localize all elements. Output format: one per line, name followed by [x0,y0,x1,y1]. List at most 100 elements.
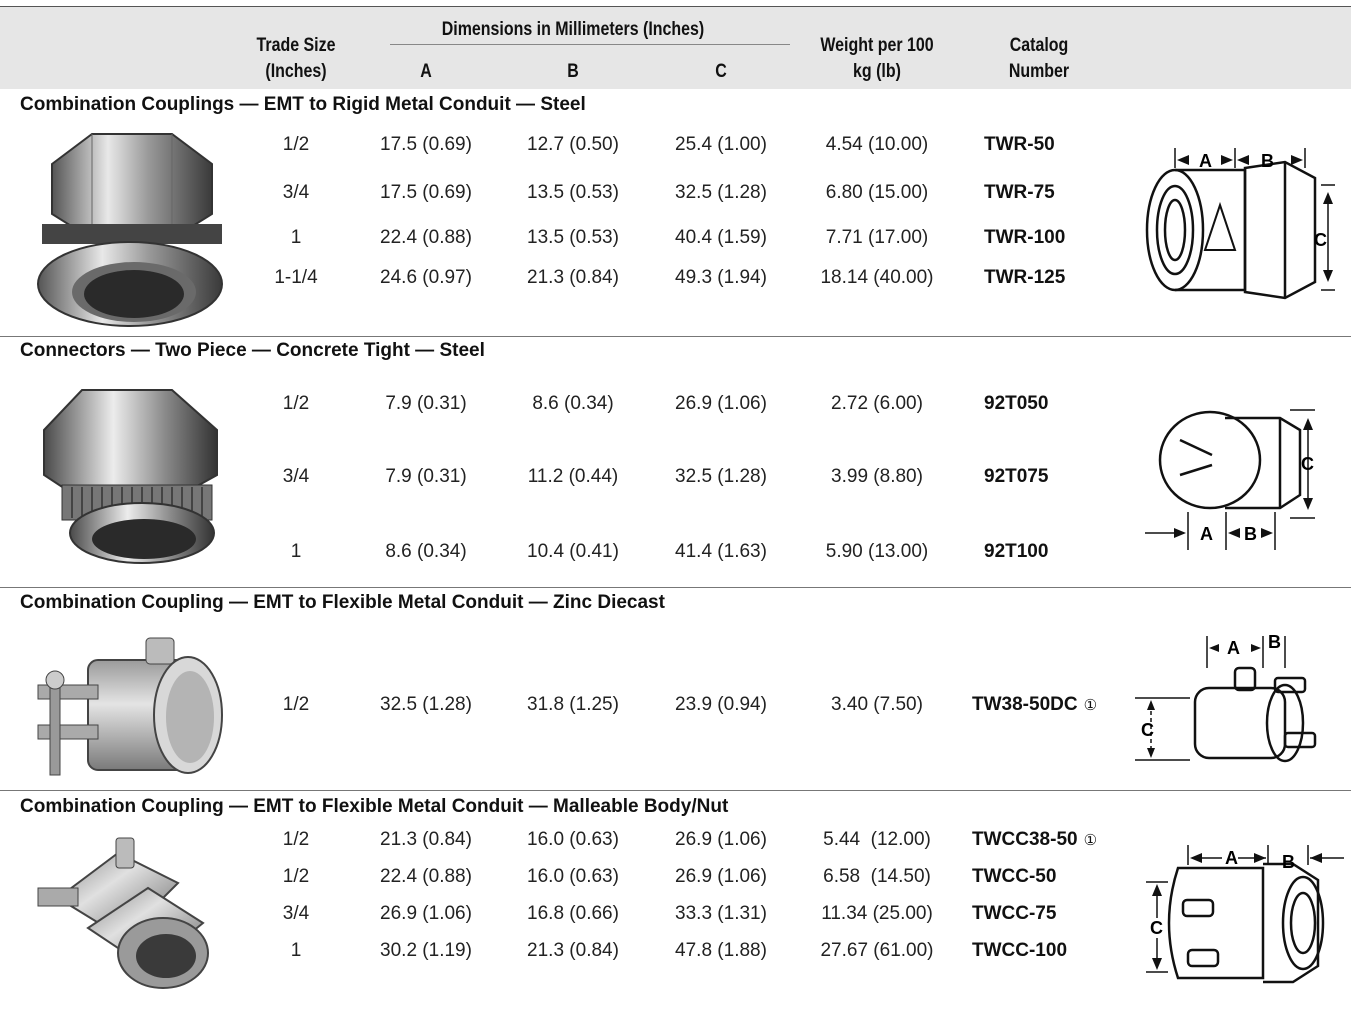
cell-dim-a: 21.3 (0.84) [380,829,472,850]
cell-weight: 3.99 (8.80) [831,466,923,487]
cell-weight: 2.72 (6.00) [831,393,923,414]
cell-dim-b: 12.7 (0.50) [527,134,619,155]
cell-dim-b: 13.5 (0.53) [527,227,619,248]
diagram-label-a: A [1199,151,1212,171]
cell-trade-size: 1 [290,541,302,562]
diagram-label-c: C [1141,720,1154,740]
header-weight-line2: kg (lb) [853,61,901,82]
section-title-connectors: Connectors — Two Piece — Concrete Tight … [20,340,485,361]
diagram-label-b: B [1268,632,1281,652]
cell-dim-c: 26.9 (1.06) [675,829,767,850]
catalog-number-text: TWR-50 [984,134,1055,155]
diagram-label-a: A [1227,638,1240,658]
catalog-number-text: TW38-50DC [972,694,1078,715]
cell-dim-a: 32.5 (1.28) [380,694,472,715]
top-rule [0,6,1351,7]
cell-weight: 27.67 (61.00) [820,940,934,961]
cell-catalog-number: 92T050 [984,393,1048,415]
cell-catalog-number: 92T100 [984,541,1048,563]
header-catalog-line1: Catalog [1009,35,1069,56]
catalog-number-text: TWR-100 [984,227,1066,248]
cell-catalog-number: TWR-75 [984,182,1055,204]
diagram-label-c: C [1150,918,1163,938]
cell-dim-c: 33.3 (1.31) [675,903,767,924]
cell-weight: 7.71 (17.00) [825,227,929,248]
header-group-underline [390,44,790,45]
section-title-zinc-coupling: Combination Coupling — EMT to Flexible M… [20,592,665,613]
cell-catalog-number: TWCC-75 [972,903,1056,925]
section-title-malleable-coupling: Combination Coupling — EMT to Flexible M… [20,796,729,817]
photo-two-piece-connector [43,389,218,564]
cell-dim-b: 10.4 (0.41) [527,541,619,562]
header-trade-size-line2: (Inches) [265,61,327,82]
cell-trade-size: 1/2 [282,694,310,715]
cell-catalog-number: TWCC-50 [972,866,1056,888]
cell-catalog-number: TWR-50 [984,134,1055,156]
catalog-number-text: TWR-75 [984,182,1055,203]
cell-trade-size: 1/2 [282,829,310,850]
cell-trade-size: 1-1/4 [274,267,318,288]
header-dimensions-group: Dimensions in Millimeters (Inches) [441,19,705,40]
diagram-label-b: B [1282,852,1295,872]
footnote-marker: ① [1083,697,1098,714]
cell-catalog-number: TWR-125 [984,267,1065,289]
table-header [0,7,1351,89]
cell-dim-b: 16.0 (0.63) [527,866,619,887]
cell-dim-c: 32.5 (1.28) [675,182,767,203]
diagram-label-c: C [1314,230,1327,250]
diagram-zinc-coupling: A B C [1135,632,1317,763]
cell-trade-size: 1 [290,227,302,248]
cell-dim-b: 31.8 (1.25) [527,694,619,715]
cell-dim-b: 13.5 (0.53) [527,182,619,203]
cell-weight: 6.58 (14.50) [823,866,931,887]
cell-trade-size: 1 [290,940,302,961]
photo-zinc-coupling [37,637,223,776]
cell-weight: 6.80 (15.00) [825,182,929,203]
catalog-number-text: TWCC38-50 [972,829,1078,850]
header-col-a: A [420,61,432,82]
catalog-number-text: TWCC-75 [972,903,1057,924]
catalog-number-text: TWCC-100 [972,940,1068,961]
cell-catalog-number: TWCC38-50 ① [972,829,1097,851]
cell-dim-c: 23.9 (0.94) [675,694,767,715]
catalog-number-text: TWR-125 [984,267,1066,288]
section-separator [0,587,1351,588]
cell-dim-b: 16.0 (0.63) [527,829,619,850]
photo-rigid-coupling [37,133,223,327]
cell-dim-c: 26.9 (1.06) [675,866,767,887]
cell-dim-a: 22.4 (0.88) [380,227,472,248]
cell-catalog-number: TWR-100 [984,227,1065,249]
cell-trade-size: 1/2 [282,393,310,414]
cell-dim-c: 25.4 (1.00) [675,134,767,155]
cell-dim-b: 21.3 (0.84) [527,940,619,961]
diagram-label-b: B [1244,524,1257,544]
diagram-label-c: C [1301,454,1314,474]
footnote-marker: ① [1083,832,1098,849]
cell-weight: 5.44 (12.00) [823,829,931,850]
diagram-rigid-coupling: A B C [1145,148,1335,300]
header-catalog-line2: Number [1008,61,1070,82]
cell-catalog-number: 92T075 [984,466,1048,488]
cell-dim-c: 47.8 (1.88) [675,940,767,961]
cell-weight: 18.14 (40.00) [820,267,934,288]
cell-dim-a: 22.4 (0.88) [380,866,472,887]
diagram-label-a: A [1225,848,1238,868]
diagram-label-a: A [1200,524,1213,544]
cell-weight: 3.40 (7.50) [831,694,923,715]
diagram-two-piece-connector: C A B [1145,409,1315,550]
catalog-number-text: 92T100 [984,541,1049,562]
cell-dim-c: 49.3 (1.94) [675,267,767,288]
diagram-malleable-coupling: A B C [1146,845,1344,984]
catalog-number-text: 92T050 [984,393,1049,414]
cell-weight: 11.34 (25.00) [821,903,933,924]
cell-dim-c: 40.4 (1.59) [675,227,767,248]
cell-dim-a: 17.5 (0.69) [380,182,472,203]
cell-dim-a: 17.5 (0.69) [380,134,472,155]
diagram-label-b: B [1261,151,1274,171]
cell-dim-a: 7.9 (0.31) [385,393,467,414]
cell-dim-a: 24.6 (0.97) [380,267,472,288]
header-trade-size-line1: Trade Size [256,35,336,56]
cell-dim-a: 8.6 (0.34) [385,541,467,562]
cell-trade-size: 3/4 [282,182,310,203]
cell-trade-size: 1/2 [282,866,310,887]
